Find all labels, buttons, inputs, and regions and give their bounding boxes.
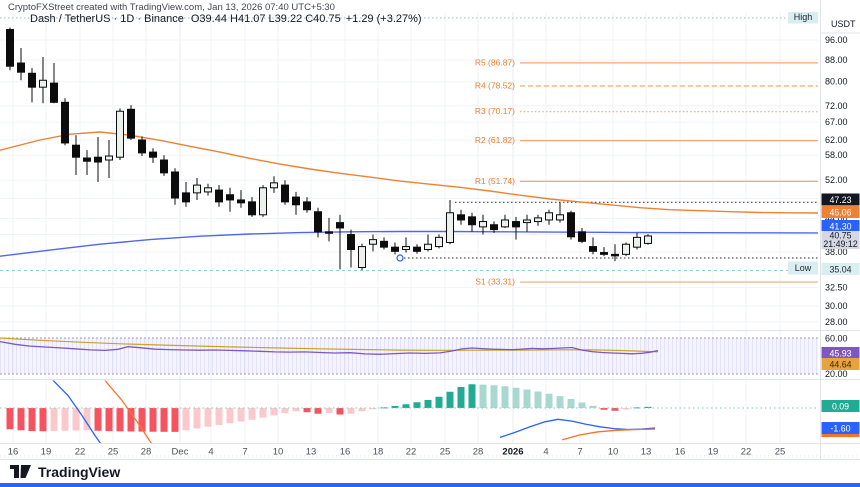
svg-text:96.00: 96.00 — [825, 35, 848, 45]
main-price-pane[interactable]: R5 (86.87) R4 (78.52) R3 (70.17) R2 (61.82)… — [0, 11, 818, 287]
axis-badge: 41.30 — [821, 220, 860, 232]
axis-badge: 44.64 — [821, 358, 860, 370]
rsi-pane[interactable] — [0, 337, 659, 355]
svg-text:16: 16 — [675, 447, 686, 458]
svg-text:58.00: 58.00 — [825, 150, 848, 160]
axis-badge: 45.93 — [821, 347, 860, 359]
svg-text:21:49:12: 21:49:12 — [823, 239, 857, 249]
svg-text:10: 10 — [608, 447, 619, 458]
svg-text:72.00: 72.00 — [825, 101, 848, 111]
time-axis[interactable]: 16 19 22 25 28 Dec 4 7 10 13 16 18 22 25 28 2026 4 7 10 13 1… — [8, 447, 786, 458]
svg-text:10: 10 — [273, 447, 284, 458]
svg-text:40.75: 40.75 — [829, 231, 851, 241]
svg-text:60.00: 60.00 — [825, 334, 848, 344]
svg-text:R4 (78.52): R4 (78.52) — [475, 80, 515, 90]
svg-text:80.00: 80.00 — [825, 77, 848, 87]
svg-text:4: 4 — [208, 447, 213, 458]
svg-text:18: 18 — [373, 447, 384, 458]
svg-text:R2 (61.82): R2 (61.82) — [475, 135, 515, 145]
svg-text:52.00: 52.00 — [825, 175, 848, 185]
svg-text:44.64: 44.64 — [829, 360, 851, 370]
svg-text:7: 7 — [577, 447, 582, 458]
svg-text:High: High — [794, 12, 813, 22]
ohlc-values: O39.44 H41.07 L39.22 C40.75 — [190, 13, 341, 25]
svg-text:-1.60: -1.60 — [830, 424, 850, 434]
svg-text:28.00: 28.00 — [825, 317, 848, 327]
svg-text:88.00: 88.00 — [825, 55, 848, 65]
svg-text:35.04: 35.04 — [829, 265, 851, 275]
price-axis[interactable]: USDT 96.00 88.00 80.00 72.00 67.00 62.00 58.00 5… — [820, 19, 860, 437]
plot-badge-low: Low — [788, 261, 818, 275]
svg-text:28: 28 — [141, 447, 152, 458]
svg-text:2026: 2026 — [502, 447, 523, 458]
tradingview-logo-text: TradingView — [38, 463, 121, 480]
svg-text:25: 25 — [775, 447, 786, 458]
macd-pane[interactable] — [0, 379, 818, 445]
change-value: +1.29 (+3.27%) — [345, 13, 422, 25]
svg-text:67.00: 67.00 — [825, 117, 848, 127]
svg-text:22: 22 — [75, 447, 86, 458]
svg-text:0.09: 0.09 — [832, 402, 849, 412]
svg-text:USDT: USDT — [831, 19, 856, 29]
svg-text:19: 19 — [708, 447, 719, 458]
svg-text:4: 4 — [543, 447, 548, 458]
svg-text:R5 (86.87): R5 (86.87) — [475, 57, 515, 67]
svg-text:22: 22 — [741, 447, 752, 458]
svg-text:47.23: 47.23 — [829, 195, 851, 205]
svg-text:45.06: 45.06 — [829, 208, 851, 218]
svg-text:30.00: 30.00 — [825, 301, 848, 311]
svg-text:R3 (70.17): R3 (70.17) — [475, 106, 515, 116]
svg-text:32.50: 32.50 — [825, 283, 848, 293]
svg-text:44.00: 44.00 — [825, 213, 848, 223]
svg-text:38.00: 38.00 — [825, 247, 848, 257]
bottom-bar: TradingView — [0, 460, 860, 483]
svg-text:25: 25 — [108, 447, 119, 458]
attribution-text: CryptoFXStreet created with TradingView.… — [8, 2, 335, 13]
svg-text:22: 22 — [406, 447, 417, 458]
svg-text:28: 28 — [473, 447, 484, 458]
axis-badge: 35.04 — [821, 263, 860, 275]
bottom-accent-strip — [0, 483, 860, 487]
tradingview-logo-icon — [10, 465, 31, 478]
svg-text:62.00: 62.00 — [825, 135, 848, 145]
svg-text:13: 13 — [306, 447, 317, 458]
symbol-legend[interactable]: Dash / TetherUS · 1D · Binance O39.44 H41… — [30, 13, 422, 25]
svg-text:Dec: Dec — [172, 447, 189, 458]
chart-canvas[interactable]: R5 (86.87) R4 (78.52) R3 (70.17) R2 (61.82)… — [0, 0, 860, 460]
axis-badge: 47.23 — [821, 193, 860, 206]
candles — [6, 27, 652, 271]
svg-text:19: 19 — [41, 447, 52, 458]
svg-text:S1 (33.31): S1 (33.31) — [475, 277, 515, 287]
grid-lines — [0, 12, 818, 443]
axis-badge: 45.06 — [821, 206, 860, 218]
panel-separators — [0, 0, 860, 460]
axis-badge: 0.09 — [821, 400, 860, 412]
svg-text:25: 25 — [440, 447, 451, 458]
svg-text:16: 16 — [8, 447, 19, 458]
svg-text:7: 7 — [242, 447, 247, 458]
svg-text:R1 (51.74): R1 (51.74) — [475, 176, 515, 186]
svg-text:Low: Low — [795, 263, 812, 273]
tradingview-logo[interactable]: TradingView — [10, 464, 120, 480]
svg-text:41.30: 41.30 — [829, 222, 851, 232]
svg-text:16: 16 — [340, 447, 351, 458]
symbol-title: Dash / TetherUS · 1D · Binance — [30, 13, 184, 25]
svg-text:13: 13 — [641, 447, 652, 458]
svg-text:45.93: 45.93 — [829, 349, 851, 359]
plot-badge-high: High — [788, 12, 818, 24]
axis-badge: -1.60 — [821, 422, 860, 437]
svg-text:20.00: 20.00 — [825, 369, 848, 379]
